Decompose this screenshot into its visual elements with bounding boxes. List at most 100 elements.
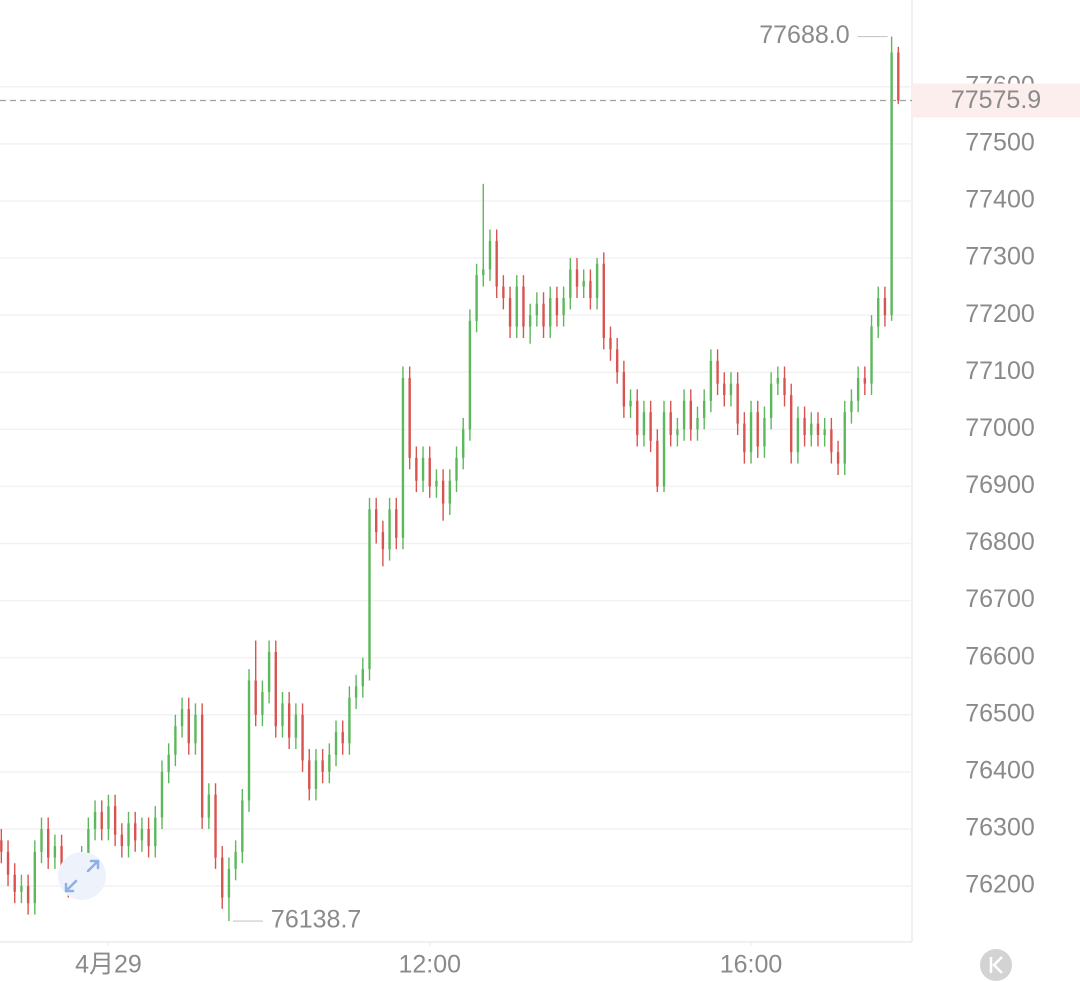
candle-body (281, 703, 284, 727)
candle-body (6, 851, 10, 875)
kline-button-glyph[interactable] (989, 956, 1003, 974)
candle-body (267, 651, 271, 692)
x-tick-label: 4月29 (75, 951, 142, 979)
candle-body (328, 754, 331, 772)
candle-body (729, 383, 733, 396)
candle-body (810, 423, 813, 436)
candle-body (535, 303, 539, 316)
y-tick-label: 77300 (965, 243, 1035, 271)
last-price-tag (912, 83, 1080, 118)
candle-body (26, 886, 30, 904)
y-axis: 76200 76300 76400 76500 76600 76700 76800 76900… (75, 71, 1035, 978)
candle-body (53, 846, 57, 858)
candle-body (669, 412, 672, 436)
candle-body (160, 771, 164, 818)
candle-body (629, 400, 632, 407)
candle-body (274, 651, 277, 727)
candle-body (301, 714, 304, 761)
candle-body (428, 457, 431, 487)
candle-body (549, 298, 552, 327)
candle-body (134, 823, 137, 841)
candle-body (462, 429, 465, 458)
candle-body (475, 275, 478, 321)
candle-body (642, 412, 646, 436)
kline-button[interactable] (980, 949, 1012, 981)
candle-body (763, 417, 766, 447)
candle-body (830, 429, 833, 453)
y-tick-label: 76800 (965, 528, 1035, 556)
candle-body (555, 298, 559, 316)
candle-body (562, 298, 565, 316)
candle-body (783, 377, 786, 396)
candle-body (140, 828, 144, 841)
candle-body (174, 726, 177, 755)
candle-body (341, 731, 344, 744)
candle-body (790, 395, 793, 453)
candle-body (107, 806, 110, 829)
candle-body (13, 874, 16, 892)
candle-body (147, 828, 150, 847)
candle-body (408, 377, 411, 458)
candle-body (314, 760, 318, 789)
candle-body (615, 349, 619, 373)
candle-body (401, 377, 405, 538)
candle-body (863, 377, 867, 384)
candle-body (234, 851, 237, 869)
y-tick-label: 76700 (965, 585, 1035, 613)
candle-body (816, 423, 820, 436)
candle-body (890, 52, 893, 316)
candles (0, 36, 900, 922)
candle-body (368, 509, 371, 670)
candle-body (354, 686, 358, 698)
y-tick-label: 76400 (965, 756, 1035, 784)
candle-body (897, 52, 900, 101)
candle-body (709, 360, 713, 401)
candle-body (776, 377, 780, 384)
candle-body (361, 669, 365, 687)
candle-body (769, 383, 773, 418)
candle-body (113, 806, 117, 835)
low-label: 76138.7 (271, 906, 361, 934)
candle-body (448, 480, 452, 504)
candle-body (421, 457, 425, 481)
candle-body (321, 760, 324, 772)
candle-body (749, 412, 753, 453)
candle-body (0, 840, 3, 852)
overlay: 77688.0 76138.7 77575.9 (0, 21, 1080, 934)
candle-body (502, 286, 505, 299)
candle-body (46, 828, 50, 858)
candle-body (508, 298, 512, 327)
candle-body (823, 429, 826, 436)
candle-body (836, 452, 840, 464)
candle-body (287, 703, 291, 738)
candle-body (308, 760, 311, 789)
candle-body (261, 691, 264, 715)
expand-icon[interactable] (58, 852, 106, 900)
candle-body (194, 714, 197, 744)
candle-body (167, 754, 170, 772)
candle-body (154, 817, 157, 847)
candle-body (348, 697, 351, 744)
kline-button-bg[interactable] (980, 949, 1012, 981)
candle-body (187, 709, 190, 744)
expand-arrows[interactable] (64, 859, 100, 893)
candle-body (575, 269, 579, 287)
candle-body (689, 400, 692, 430)
candle-body (569, 269, 572, 299)
expand-icon-bg[interactable] (58, 852, 106, 900)
candle-body (214, 794, 217, 858)
candle-body (415, 457, 418, 481)
candle-body (241, 800, 244, 852)
candle-body (100, 811, 103, 829)
candle-body (696, 417, 699, 430)
candle-body (87, 828, 90, 858)
y-tick-label: 76200 (965, 871, 1035, 899)
candle-body (441, 480, 445, 504)
candle-body (743, 423, 746, 453)
y-tick-label: 76600 (965, 642, 1035, 670)
candle-body (334, 731, 338, 755)
candle-body (542, 303, 545, 327)
candle-body (595, 263, 599, 299)
y-tick-label: 76300 (965, 814, 1035, 842)
